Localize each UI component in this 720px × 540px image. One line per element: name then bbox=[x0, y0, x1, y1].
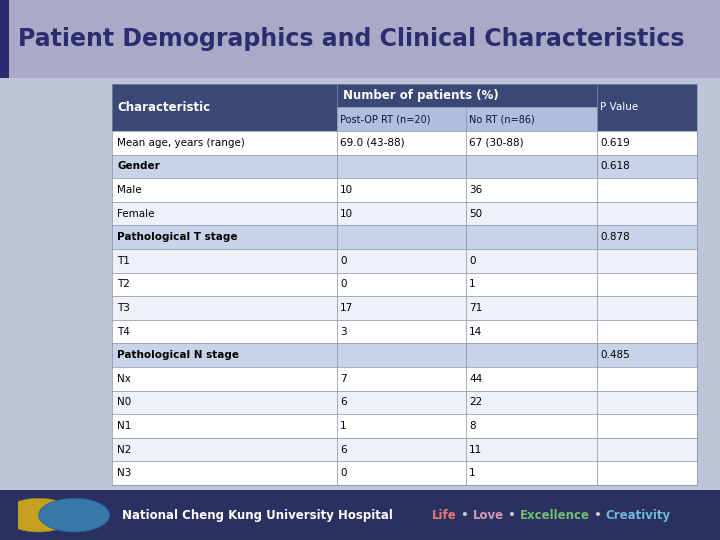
Text: 0.619: 0.619 bbox=[600, 138, 630, 148]
Text: 3: 3 bbox=[340, 327, 347, 336]
Text: 69.0 (43-88): 69.0 (43-88) bbox=[340, 138, 405, 148]
Text: 11: 11 bbox=[469, 444, 482, 455]
Text: Female: Female bbox=[117, 208, 155, 219]
Text: 10: 10 bbox=[340, 208, 354, 219]
Text: Mean age, years (range): Mean age, years (range) bbox=[117, 138, 245, 148]
Text: 10: 10 bbox=[340, 185, 354, 195]
Text: 6: 6 bbox=[340, 397, 347, 407]
Text: Pathological N stage: Pathological N stage bbox=[117, 350, 239, 360]
Text: National Cheng Kung University Hospital: National Cheng Kung University Hospital bbox=[122, 509, 393, 522]
Text: Male: Male bbox=[117, 185, 142, 195]
Text: 0.878: 0.878 bbox=[600, 232, 630, 242]
Text: 0.485: 0.485 bbox=[600, 350, 630, 360]
Text: Excellence: Excellence bbox=[520, 509, 590, 522]
Text: 1: 1 bbox=[469, 468, 476, 478]
Text: T2: T2 bbox=[117, 279, 130, 289]
Text: Gender: Gender bbox=[117, 161, 160, 171]
Text: 0: 0 bbox=[469, 256, 475, 266]
Circle shape bbox=[39, 498, 109, 532]
Text: Patient Demographics and Clinical Characteristics: Patient Demographics and Clinical Charac… bbox=[18, 27, 685, 51]
Text: Nx: Nx bbox=[117, 374, 131, 384]
Text: 0: 0 bbox=[340, 279, 347, 289]
Text: T4: T4 bbox=[117, 327, 130, 336]
Text: Creativity: Creativity bbox=[606, 509, 670, 522]
Text: Number of patients (%): Number of patients (%) bbox=[343, 89, 499, 102]
Text: 71: 71 bbox=[469, 303, 482, 313]
Text: 0.618: 0.618 bbox=[600, 161, 630, 171]
Text: N2: N2 bbox=[117, 444, 132, 455]
Text: 1: 1 bbox=[340, 421, 347, 431]
Text: •: • bbox=[456, 509, 472, 522]
Text: P Value: P Value bbox=[600, 102, 638, 112]
Text: 8: 8 bbox=[469, 421, 476, 431]
Text: 22: 22 bbox=[469, 397, 482, 407]
Text: Characteristic: Characteristic bbox=[117, 101, 210, 114]
Text: No RT (n=86): No RT (n=86) bbox=[469, 114, 535, 124]
Text: Love: Love bbox=[472, 509, 504, 522]
Text: 0: 0 bbox=[340, 468, 347, 478]
Text: T3: T3 bbox=[117, 303, 130, 313]
Text: •: • bbox=[504, 509, 520, 522]
Text: •: • bbox=[590, 509, 606, 522]
Text: 67 (30-88): 67 (30-88) bbox=[469, 138, 523, 148]
Text: Post-OP RT (n=20): Post-OP RT (n=20) bbox=[340, 114, 431, 124]
Text: N0: N0 bbox=[117, 397, 132, 407]
Text: 6: 6 bbox=[340, 444, 347, 455]
Text: 7: 7 bbox=[340, 374, 347, 384]
Text: 1: 1 bbox=[469, 279, 476, 289]
Text: 36: 36 bbox=[469, 185, 482, 195]
Text: N1: N1 bbox=[117, 421, 132, 431]
Circle shape bbox=[3, 498, 74, 532]
Text: 14: 14 bbox=[469, 327, 482, 336]
Text: 44: 44 bbox=[469, 374, 482, 384]
Text: 17: 17 bbox=[340, 303, 354, 313]
Text: Life: Life bbox=[432, 509, 456, 522]
Text: 50: 50 bbox=[469, 208, 482, 219]
Text: N3: N3 bbox=[117, 468, 132, 478]
Text: 0: 0 bbox=[340, 256, 347, 266]
Text: T1: T1 bbox=[117, 256, 130, 266]
Text: Pathological T stage: Pathological T stage bbox=[117, 232, 238, 242]
